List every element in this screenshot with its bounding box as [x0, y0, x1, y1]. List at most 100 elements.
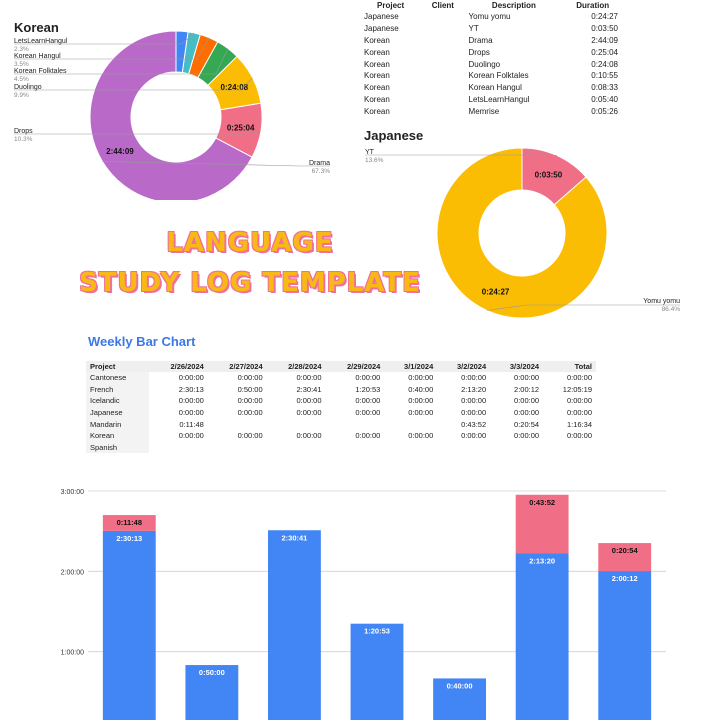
log-cell: [421, 58, 464, 70]
bar-mandarin-3-2-2024: [515, 494, 569, 554]
weekly-cell: 0:00:00: [566, 408, 592, 418]
weekly-cell: [267, 442, 326, 454]
log-cell: Korean: [364, 47, 390, 57]
y-tick-label: 2:00:00: [61, 569, 84, 576]
leader-line: [14, 32, 195, 45]
weekly-row: Japanese 0:00:00 0:00:00 0:00:00 0:00:00 0:00…: [86, 406, 596, 419]
log-cell: 0:25:04: [591, 47, 618, 57]
log-cell: Drama: [468, 35, 493, 45]
bar-mandarin-3-3-2024: [598, 543, 652, 572]
weekly-cell: [208, 418, 267, 430]
weekly-cell: 0:00:00: [296, 396, 322, 406]
weekly-cell: 0:00:00: [296, 408, 322, 418]
weekly-cell: 0:20:54: [514, 419, 540, 429]
weekly-cell: [208, 442, 267, 454]
log-cell: 0:05:26: [591, 106, 618, 116]
log-row: Korean Memrise 0:05:26: [360, 105, 622, 117]
leader-line: [14, 37, 210, 60]
slice-value-label: 0:24:27: [482, 287, 510, 296]
bar-french-2-27-2024: [185, 665, 239, 720]
slice-label-yt: YT: [365, 149, 375, 156]
weekly-cell: [149, 442, 208, 454]
slice-percent: 9.9%: [14, 92, 29, 99]
bar-french-3-2-2024: [515, 553, 569, 720]
log-cell: Korean: [364, 35, 390, 45]
bar-french-2-28-2024: [268, 530, 321, 720]
log-cell: Duolingo: [468, 59, 501, 69]
log-row: Korean Korean Folktales 0:10:55: [360, 70, 622, 82]
log-cell: [421, 35, 464, 47]
weekly-cell: 0:00:00: [237, 373, 263, 383]
weekly-cell: 2:13:20: [461, 384, 487, 394]
slice-percent: 10.3%: [14, 136, 33, 143]
weekly-cell: 0:00:00: [514, 408, 540, 418]
weekly-cell: Korean: [86, 429, 149, 442]
log-cell: [421, 46, 464, 58]
weekly-cell: 0:00:00: [178, 396, 204, 406]
log-cell: Japanese: [364, 12, 399, 22]
weekly-header-3-1-2024: 3/1/2024: [384, 361, 438, 372]
log-cell: 2:44:09: [591, 35, 618, 45]
slice-percent: 86.4%: [662, 306, 681, 313]
bar-mandarin-2-26-2024: [102, 515, 156, 531]
weekly-header-3-3-2024: 3/3/2024: [490, 361, 544, 372]
weekly-cell: 0:00:00: [237, 396, 263, 406]
log-cell: 0:03:50: [591, 24, 618, 34]
weekly-cell: 1:16:34: [566, 419, 592, 429]
log-cell: [421, 82, 464, 94]
weekly-table-header: Project 2/26/2024 2/27/2024 2/28/2024 2/29/2…: [86, 361, 596, 372]
weekly-cell: 0:00:00: [355, 396, 381, 406]
log-cell: [421, 23, 464, 35]
leader-line: [365, 154, 558, 156]
weekly-cell: 2:00:12: [514, 384, 540, 394]
leader-line: [486, 304, 680, 311]
weekly-title: Weekly Bar Chart: [88, 334, 196, 349]
bar-value-label: 0:11:48: [117, 518, 142, 527]
weekly-cell: 2:30:41: [296, 384, 322, 394]
log-cell: Memrise: [468, 106, 500, 116]
weekly-cell: 2:30:13: [178, 384, 204, 394]
log-cell: [421, 105, 464, 117]
leader-line: [102, 161, 330, 167]
log-cell: Korean: [364, 59, 390, 69]
log-cell: [421, 70, 464, 82]
weekly-cell: Cantonese: [86, 372, 149, 384]
weekly-cell: 0:00:00: [514, 396, 540, 406]
weekly-cell: 0:00:00: [178, 431, 204, 441]
bar-french-2-29-2024: [350, 623, 404, 720]
weekly-cell: 0:00:00: [408, 373, 434, 383]
slice-yomu-yomu: [436, 147, 608, 319]
weekly-cell: 0:40:00: [408, 384, 434, 394]
weekly-cell: [437, 442, 490, 454]
weekly-cell: Mandarin: [86, 418, 149, 430]
weekly-header-2-28-2024: 2/28/2024: [266, 361, 326, 372]
slice-label-korean-hangul: Korean Hangul: [14, 53, 61, 60]
log-cell: 0:10:55: [591, 71, 618, 81]
slice-drama: [89, 30, 253, 200]
bar-value-label: 2:30:13: [116, 534, 142, 543]
log-row: Korean LetsLearnHangul 0:05:40: [360, 94, 622, 106]
weekly-cell: French: [86, 383, 149, 396]
bar-french-3-3-2024: [598, 571, 652, 720]
weekly-row: Icelandic 0:00:00 0:00:00 0:00:00 0:00:00 0:0…: [86, 395, 596, 407]
leader-line: [14, 48, 229, 75]
slice-value-label: 0:25:04: [227, 124, 255, 133]
log-cell: Korean Folktales: [468, 71, 529, 81]
slice-percent: 2.3%: [14, 46, 29, 53]
log-row: Japanese Yomu yomu 0:24:27: [360, 11, 622, 23]
weekly-cell: 0:50:00: [237, 384, 263, 394]
weekly-cell: 0:00:00: [296, 373, 322, 383]
log-row: Japanese YT 0:03:50: [360, 23, 622, 35]
weekly-header-2-27-2024: 2/27/2024: [207, 361, 267, 372]
weekly-cell: [267, 418, 326, 430]
bar-value-label: 0:20:54: [612, 546, 639, 555]
log-cell: Korean: [364, 83, 390, 93]
weekly-cell: 12:05:19: [562, 384, 592, 394]
bar-french-3-1-2024: [433, 678, 486, 720]
weekly-cell: [326, 442, 385, 454]
weekly-cell: 0:00:00: [178, 373, 204, 383]
log-cell: Drops: [468, 47, 490, 57]
banner-line-1: LANGUAGE: [166, 228, 334, 258]
